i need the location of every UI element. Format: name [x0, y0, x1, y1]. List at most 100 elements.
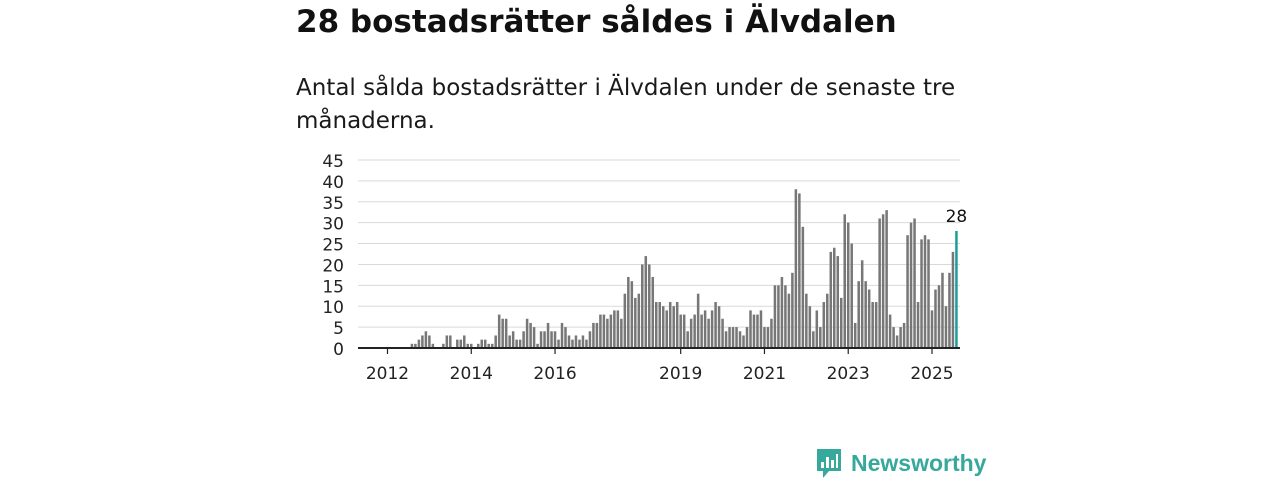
bar	[703, 310, 707, 348]
bar	[948, 272, 951, 348]
bar	[808, 306, 812, 348]
bar	[637, 293, 641, 348]
bar	[668, 302, 672, 348]
bar	[738, 331, 742, 348]
bar	[941, 272, 944, 348]
bar	[536, 343, 539, 348]
newsworthy-brand[interactable]: Newsworthy	[815, 446, 986, 480]
bar-chart-badge-icon	[817, 449, 841, 478]
bar	[853, 322, 857, 348]
bar	[833, 247, 836, 348]
bar	[794, 189, 798, 348]
bar	[487, 343, 490, 348]
bar	[717, 306, 721, 348]
bar	[620, 318, 623, 348]
bar	[585, 339, 588, 348]
bar	[864, 281, 867, 348]
bar	[850, 243, 853, 348]
bar	[476, 343, 480, 348]
page-subtitle: Antal sålda bostadsrätter i Älvdalen und…	[296, 75, 956, 134]
highlight-value-label: 28	[946, 207, 968, 227]
y-tick-label: 35	[322, 194, 344, 214]
chart-axes	[358, 347, 960, 354]
bar	[937, 285, 941, 348]
bar	[892, 327, 895, 348]
bar	[759, 310, 763, 348]
bar	[745, 327, 749, 348]
bar	[497, 314, 501, 348]
bar	[511, 331, 515, 348]
chart-gridlines	[358, 159, 960, 328]
bar	[644, 256, 648, 348]
y-tick-label: 45	[322, 152, 344, 172]
bar	[424, 331, 428, 348]
bar	[574, 335, 578, 348]
y-tick-label: 0	[333, 340, 344, 360]
bar	[658, 302, 662, 348]
bar	[553, 331, 557, 348]
bar	[707, 318, 710, 348]
bar	[721, 318, 724, 348]
bar	[826, 293, 829, 348]
bar	[623, 293, 627, 348]
y-tick-label: 15	[322, 277, 344, 297]
bar	[895, 335, 899, 348]
bar	[571, 339, 574, 348]
bar	[829, 251, 833, 348]
bar	[920, 239, 923, 348]
bar	[651, 276, 655, 348]
bar	[459, 339, 463, 348]
bar	[773, 285, 777, 348]
bar	[529, 322, 532, 348]
bar	[648, 264, 651, 348]
bar	[546, 322, 550, 348]
bar	[543, 331, 546, 348]
bar	[749, 310, 752, 348]
bar	[728, 327, 731, 348]
bar	[731, 327, 735, 348]
bar	[410, 343, 414, 348]
bar	[812, 331, 815, 348]
bar	[822, 302, 826, 348]
bar	[515, 339, 518, 348]
bar	[522, 331, 525, 348]
bar	[414, 343, 417, 348]
chart-bars	[410, 189, 958, 348]
bar	[581, 335, 585, 348]
bar	[724, 331, 728, 348]
bar	[930, 310, 934, 348]
bar	[470, 343, 473, 348]
bar	[550, 331, 553, 348]
x-tick-label: 2019	[659, 364, 702, 384]
bar	[630, 281, 634, 348]
bar	[539, 331, 543, 348]
bar	[756, 314, 759, 348]
bar	[878, 218, 881, 348]
bar	[449, 335, 452, 348]
bar	[885, 210, 888, 348]
bar	[567, 335, 571, 348]
bar	[909, 222, 913, 348]
x-tick-label: 2012	[366, 364, 409, 384]
bar	[777, 285, 780, 348]
bar	[672, 306, 675, 348]
bar	[634, 297, 637, 348]
bar	[787, 293, 791, 348]
bar	[815, 310, 819, 348]
bar	[609, 314, 613, 348]
x-tick-label: 2023	[827, 364, 870, 384]
bar	[843, 214, 846, 348]
bar	[613, 310, 616, 348]
bar	[763, 327, 766, 348]
bar	[442, 343, 445, 348]
bar	[871, 302, 874, 348]
bar	[857, 281, 860, 348]
bar	[798, 193, 801, 348]
bar	[874, 302, 878, 348]
bar	[592, 322, 595, 348]
bar	[501, 318, 504, 348]
bar	[791, 272, 794, 348]
bar	[700, 314, 703, 348]
x-tick-label: 2021	[743, 364, 786, 384]
bar	[675, 302, 679, 348]
